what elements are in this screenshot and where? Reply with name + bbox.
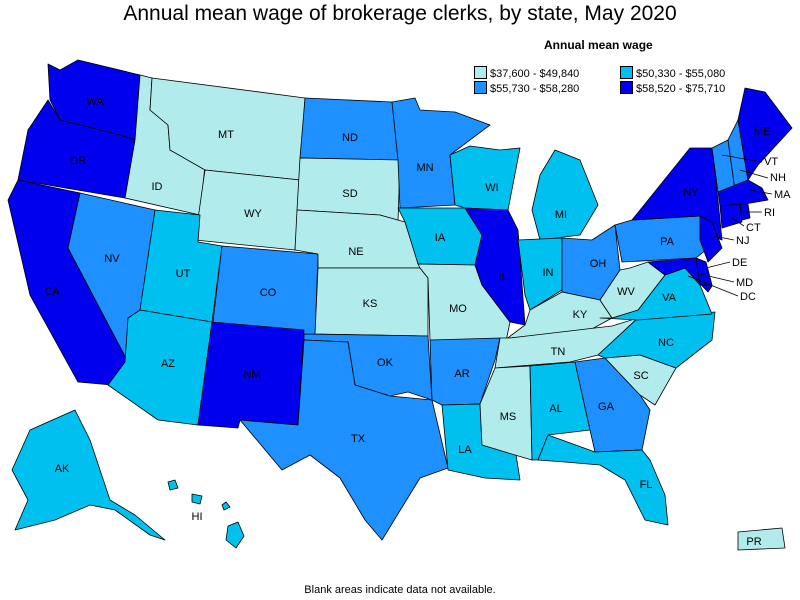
state-nd[interactable] (299, 97, 401, 161)
label-fl: FL (640, 479, 653, 491)
label-ak: AK (55, 463, 70, 475)
legend-label: $37,600 - $49,840 (490, 68, 580, 80)
label-ks: KS (363, 298, 378, 310)
state-fl[interactable] (537, 434, 669, 526)
label-ok: OK (377, 357, 394, 369)
label-md: MD (736, 277, 753, 289)
label-la: LA (458, 444, 472, 456)
leader-dc (687, 275, 739, 297)
state-il[interactable] (464, 207, 526, 326)
leader-nj (713, 235, 735, 241)
label-nj: NJ (736, 235, 749, 247)
label-wa: WA (86, 96, 104, 108)
label-ca: CA (44, 286, 60, 298)
label-sc: SC (633, 370, 648, 382)
leader-ma (749, 189, 773, 195)
legend-label: $58,520 - $75,710 (636, 83, 726, 95)
label-ct: CT (746, 222, 761, 234)
leader-md (699, 273, 735, 283)
state-mn[interactable] (391, 97, 491, 209)
label-il: IL (498, 271, 507, 283)
label-ny: NY (683, 187, 699, 199)
label-oh: OH (590, 258, 607, 270)
legend-title: Annual mean wage (544, 38, 653, 52)
label-wi: WI (485, 182, 498, 194)
label-ne: NE (348, 246, 363, 258)
state-hi[interactable] (167, 479, 245, 549)
label-nv: NV (104, 253, 120, 265)
state-pr[interactable] (737, 527, 786, 551)
state-ct[interactable] (719, 203, 743, 229)
label-hi: HI (192, 511, 203, 523)
state-wi[interactable] (449, 145, 521, 211)
leader-nh (739, 169, 769, 179)
label-mo: MO (449, 303, 467, 315)
state-ak[interactable] (11, 409, 166, 541)
leader-vt (721, 154, 763, 163)
legend-swatch (620, 81, 633, 94)
legend-item-range-1: $37,600 - $49,840 (474, 66, 579, 80)
state-shapes (7, 59, 793, 551)
label-al: AL (549, 403, 562, 415)
map-title: Annual mean wage of brokerage clerks, by… (123, 2, 677, 25)
label-de: DE (732, 257, 747, 269)
footnote: Blank areas indicate data not available. (304, 584, 496, 596)
label-nm: NM (243, 369, 260, 381)
label-me: ME (754, 126, 771, 138)
label-ri: RI (764, 207, 775, 219)
label-tx: TX (351, 433, 366, 445)
state-md[interactable] (647, 257, 713, 293)
label-vt: VT (764, 156, 778, 168)
leader-ct (731, 217, 745, 227)
label-az: AZ (161, 358, 175, 370)
legend-label: $55,730 - $58,280 (490, 83, 580, 95)
state-ks[interactable] (314, 267, 429, 337)
label-wv: WV (617, 286, 635, 298)
state-nj[interactable] (699, 215, 723, 263)
state-tx[interactable] (239, 339, 449, 541)
label-co: CO (260, 287, 277, 299)
legend-item-range-3: $55,730 - $58,280 (474, 81, 579, 95)
label-va: VA (662, 292, 677, 304)
label-ms: MS (500, 411, 517, 423)
state-mi[interactable] (531, 149, 599, 241)
legend-item-range-2: $50,330 - $55,080 (620, 66, 725, 80)
leader-de (705, 261, 731, 269)
label-or: OR (70, 155, 87, 167)
label-ar: AR (454, 368, 469, 380)
label-sd: SD (342, 188, 357, 200)
label-id: ID (152, 181, 163, 193)
map-legend: Annual mean wage $37,600 - $49,840 $50,3… (470, 38, 800, 100)
legend-item-range-4: $58,520 - $75,710 (620, 81, 725, 95)
label-dc: DC (740, 291, 756, 303)
label-mi: MI (555, 209, 567, 221)
label-ia: IA (435, 232, 446, 244)
state-in[interactable] (517, 237, 563, 311)
label-ky: KY (573, 309, 588, 321)
state-ri[interactable] (739, 203, 751, 221)
label-in: IN (543, 267, 554, 279)
label-ma: MA (774, 189, 791, 201)
legend-label: $50,330 - $55,080 (636, 68, 726, 80)
label-ga: GA (598, 401, 615, 413)
label-pr: PR (746, 536, 761, 548)
label-nh: NH (770, 172, 786, 184)
label-nc: NC (658, 337, 674, 349)
label-tn: TN (551, 346, 566, 358)
label-wy: WY (244, 208, 262, 220)
legend-swatch (474, 81, 487, 94)
label-mn: MN (416, 162, 433, 174)
label-pa: PA (660, 236, 675, 248)
state-labels: WA OR CA NV ID MT WY UT AZ CO NM ND SD N… (44, 96, 791, 548)
label-nd: ND (342, 132, 358, 144)
label-mt: MT (218, 129, 234, 141)
legend-swatch (620, 66, 633, 79)
label-ut: UT (176, 268, 191, 280)
legend-swatch (474, 66, 487, 79)
